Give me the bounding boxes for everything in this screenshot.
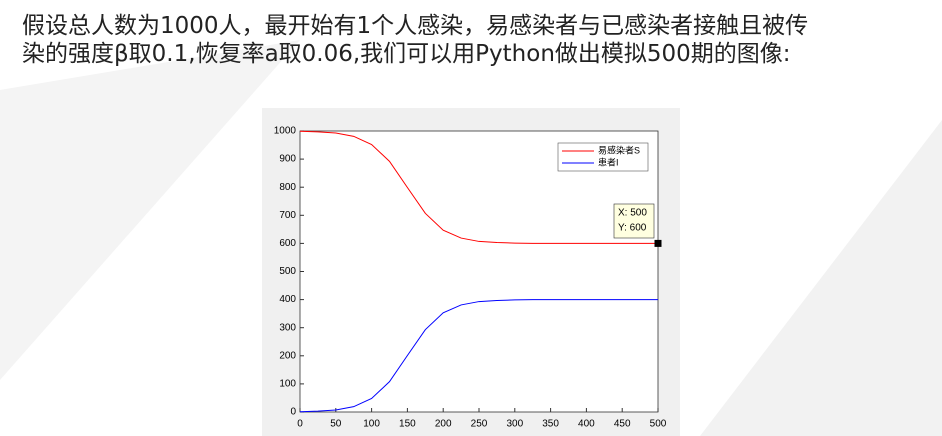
y-tick-label: 1000 <box>274 126 297 137</box>
tooltip-text: Y: 600 <box>618 223 647 234</box>
x-tick-label: 250 <box>471 419 488 430</box>
x-tick-label: 450 <box>614 419 631 430</box>
legend-label: 患者I <box>598 156 619 167</box>
x-tick-label: 500 <box>650 419 667 430</box>
x-tick-label: 400 <box>578 419 595 430</box>
tooltip-text: X: 500 <box>618 208 647 219</box>
x-tick-label: 350 <box>542 419 559 430</box>
x-tick-label: 50 <box>330 419 342 430</box>
paragraph-line: 假设总人数为1000人，最开始有1个人感染，易感染者与已感染者接触且被传 <box>22 13 809 39</box>
legend-box <box>557 142 649 172</box>
y-tick-label: 300 <box>279 322 296 333</box>
x-tick-label: 100 <box>363 419 380 430</box>
x-tick-label: 150 <box>399 419 416 430</box>
tooltip-box <box>613 203 655 239</box>
y-tick-label: 500 <box>279 266 296 277</box>
y-tick-label: 700 <box>279 210 296 221</box>
y-tick-label: 100 <box>279 379 296 390</box>
plot-area <box>299 130 659 413</box>
bg-shape <box>0 40 300 380</box>
x-tick-label: 0 <box>297 419 303 430</box>
legend-label: 易感染者S <box>598 144 640 155</box>
x-tick-label: 300 <box>506 419 523 430</box>
y-tick-label: 400 <box>279 294 296 305</box>
y-tick-label: 0 <box>290 407 296 418</box>
y-tick-label: 600 <box>279 238 296 249</box>
y-tick-label: 900 <box>279 154 296 165</box>
x-tick-label: 200 <box>435 419 452 430</box>
data-cursor <box>654 239 662 247</box>
series-line <box>299 299 658 413</box>
y-tick-label: 800 <box>279 182 296 193</box>
series-line <box>299 130 658 244</box>
bg-shape <box>700 120 942 436</box>
y-tick-label: 200 <box>279 350 296 361</box>
paragraph-line: 染的强度β取0.1,恢复率a取0.06,我们可以用Python做出模拟500期的… <box>22 41 791 67</box>
